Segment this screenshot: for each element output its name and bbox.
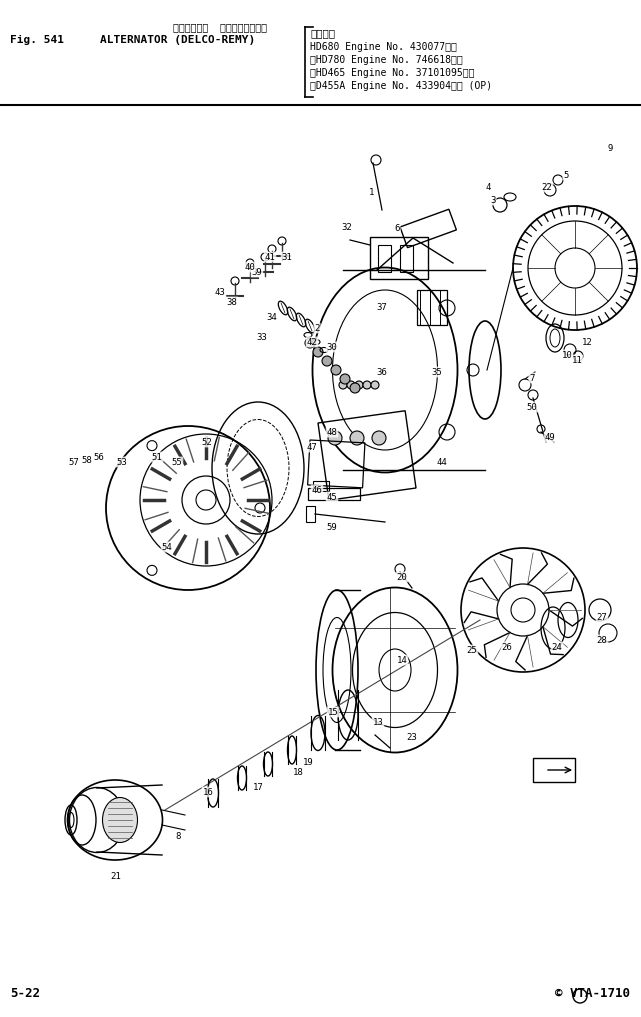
Text: 28: 28	[597, 636, 608, 645]
Text: 14: 14	[397, 656, 408, 664]
Text: （HD780 Engine No. 746618～）: （HD780 Engine No. 746618～）	[310, 55, 463, 65]
Text: 43: 43	[215, 288, 226, 297]
Bar	[378, 245, 391, 272]
Text: 6: 6	[394, 224, 400, 233]
Text: 59: 59	[327, 523, 337, 532]
Bar	[318, 411, 416, 500]
Text: 27: 27	[597, 612, 608, 621]
Text: 11: 11	[572, 356, 583, 364]
Text: 5: 5	[563, 171, 569, 179]
Text: 47: 47	[306, 442, 317, 452]
Bar	[370, 237, 428, 279]
Text: 9: 9	[607, 143, 613, 153]
Text: 58: 58	[81, 456, 92, 465]
Text: 36: 36	[377, 367, 387, 376]
Text: 2: 2	[314, 323, 320, 333]
Text: 21: 21	[111, 872, 121, 881]
Circle shape	[331, 365, 341, 375]
Circle shape	[371, 381, 379, 388]
Circle shape	[350, 431, 364, 445]
Text: 4: 4	[485, 182, 491, 191]
Circle shape	[372, 431, 386, 445]
Text: 33: 33	[256, 333, 267, 342]
Text: 44: 44	[437, 458, 447, 467]
Text: 26: 26	[502, 643, 512, 652]
Text: 46: 46	[312, 485, 322, 494]
Bar	[308, 488, 360, 500]
Text: 22: 22	[542, 182, 553, 191]
Text: 適用号機: 適用号機	[310, 28, 335, 38]
Text: 19: 19	[303, 758, 313, 767]
Text: 13: 13	[372, 718, 383, 726]
Text: 41: 41	[265, 252, 276, 261]
Text: Fig. 541: Fig. 541	[10, 35, 64, 45]
Text: 17: 17	[253, 782, 263, 791]
Text: 23: 23	[406, 732, 417, 741]
Text: © VTA-1710: © VTA-1710	[555, 988, 630, 1000]
Text: 8: 8	[175, 832, 181, 840]
Text: HD680 Engine No. 430077～）: HD680 Engine No. 430077～）	[310, 42, 457, 52]
Bar	[417, 290, 447, 325]
Text: 53: 53	[117, 458, 128, 467]
Text: 25: 25	[467, 646, 478, 655]
Text: 55: 55	[172, 458, 183, 467]
Circle shape	[347, 381, 355, 388]
Text: 18: 18	[293, 768, 303, 777]
Text: 52: 52	[202, 437, 212, 446]
Text: 1: 1	[369, 187, 375, 196]
Text: 38: 38	[227, 298, 237, 306]
Circle shape	[328, 431, 342, 445]
Text: ALTERNATOR (DELCO-REMY): ALTERNATOR (DELCO-REMY)	[100, 35, 255, 45]
Circle shape	[339, 381, 347, 388]
Text: 5-22: 5-22	[10, 988, 40, 1000]
Text: 31: 31	[281, 252, 292, 261]
Text: 35: 35	[431, 367, 442, 376]
Text: 54: 54	[162, 542, 172, 551]
Bar	[313, 481, 329, 491]
Text: 42: 42	[306, 338, 317, 347]
Circle shape	[350, 383, 360, 393]
Text: 7: 7	[529, 373, 535, 382]
Text: 32: 32	[342, 223, 353, 232]
Circle shape	[305, 338, 315, 348]
Text: 24: 24	[552, 643, 562, 652]
Text: オルタネータ  デルコ・レミー製: オルタネータ デルコ・レミー製	[173, 22, 267, 32]
Text: 45: 45	[327, 492, 337, 501]
Bar	[400, 210, 456, 248]
Circle shape	[340, 374, 350, 384]
Text: 10: 10	[562, 351, 572, 359]
Text: 49: 49	[545, 432, 555, 441]
Bar	[533, 758, 575, 782]
Text: 40: 40	[245, 262, 255, 272]
Ellipse shape	[103, 797, 138, 842]
Text: 16: 16	[203, 787, 213, 796]
Text: （HD465 Engine No. 37101095～）: （HD465 Engine No. 37101095～）	[310, 68, 474, 78]
Circle shape	[322, 356, 332, 366]
Text: 51: 51	[152, 453, 162, 462]
Text: 20: 20	[397, 573, 408, 582]
Text: 50: 50	[527, 403, 537, 412]
Circle shape	[313, 347, 323, 357]
Text: 37: 37	[377, 302, 387, 311]
Text: 3: 3	[490, 195, 495, 204]
Bar	[308, 440, 365, 488]
Bar	[306, 506, 315, 522]
Text: 12: 12	[581, 338, 592, 347]
Circle shape	[355, 381, 363, 388]
Text: 15: 15	[328, 708, 338, 717]
Text: 30: 30	[327, 343, 337, 352]
Text: 39: 39	[252, 267, 262, 277]
Text: 48: 48	[327, 427, 337, 436]
Circle shape	[363, 381, 371, 388]
Text: （D455A Engine No. 433904～） (OP): （D455A Engine No. 433904～） (OP)	[310, 81, 492, 91]
Text: 57: 57	[69, 458, 79, 467]
Text: 34: 34	[267, 312, 278, 321]
Bar	[400, 245, 413, 272]
Text: 56: 56	[94, 453, 104, 462]
